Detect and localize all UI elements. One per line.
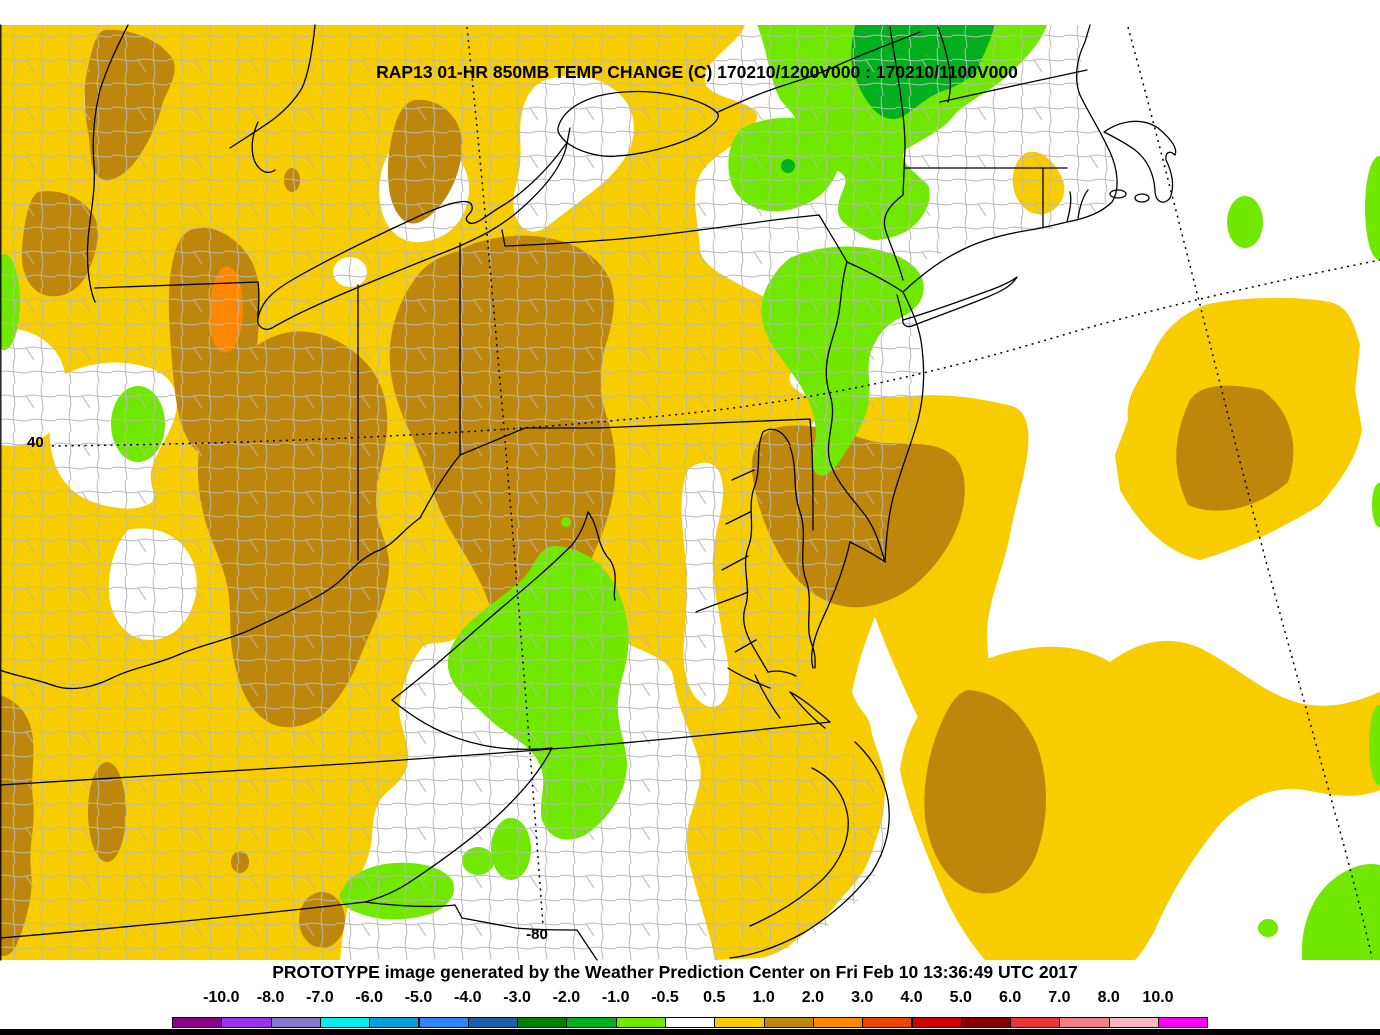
ohio-river [0,454,461,690]
island-nantucket [1134,193,1150,203]
cape-cod [1103,120,1177,203]
pa-wv-jog [459,427,599,456]
mason-dixon-line [597,418,814,531]
nc-sc-border [364,901,598,961]
chesapeake-head [762,428,791,446]
pamlico-sound-shore [749,691,849,927]
ma-nh-border [939,69,1088,103]
saginaw-bay [251,121,276,173]
hudson-mouth [896,294,904,321]
tn-nc-border [0,747,553,939]
ky-va-border [391,699,553,750]
potomac-river [695,591,749,613]
newjersey-north-border [846,261,904,293]
vt-nh-border [937,26,951,103]
wv-va-ridge [587,511,616,601]
newjersey-coast [884,291,925,563]
michigan-south-border [94,281,260,319]
virginia-coast [789,691,831,723]
map-title: RAP13 01-HR 850MB TEMP CHANGE (C) 170210… [376,62,1018,82]
map-footer: PROTOTYPE image generated by the Weather… [272,962,1078,982]
chesapeake-mouth [727,667,797,719]
niagara-river [565,127,571,149]
island-marthas-vineyard [1109,189,1127,199]
longitude-70-line [1127,26,1373,959]
long-island [902,276,1018,328]
graticule [51,26,1380,959]
new-england-coast [902,24,1118,293]
latitude-40-label: 40 [27,434,44,451]
state-borders [0,24,1177,961]
st-lawrence-border [717,31,921,113]
lake-erie-outline [257,142,568,330]
delaware-river [825,261,886,563]
longitude-80-line [466,26,544,926]
newyork-pennsylvania-border [501,214,848,263]
chesapeake-west-shore [743,431,769,673]
va-nc-ky-tn-border [0,721,831,786]
michigan-west-shore [86,24,129,303]
chesapeake-east-shore [789,446,816,669]
ky-wv-border [391,511,589,701]
longitude-80-label: -80 [526,926,548,943]
narragansett-inlets [1066,189,1089,223]
outer-banks [729,741,890,959]
bottom-border-bar [0,1029,1380,1035]
lake-ontario-outline [557,90,719,157]
ny-vt-border [883,26,906,281]
